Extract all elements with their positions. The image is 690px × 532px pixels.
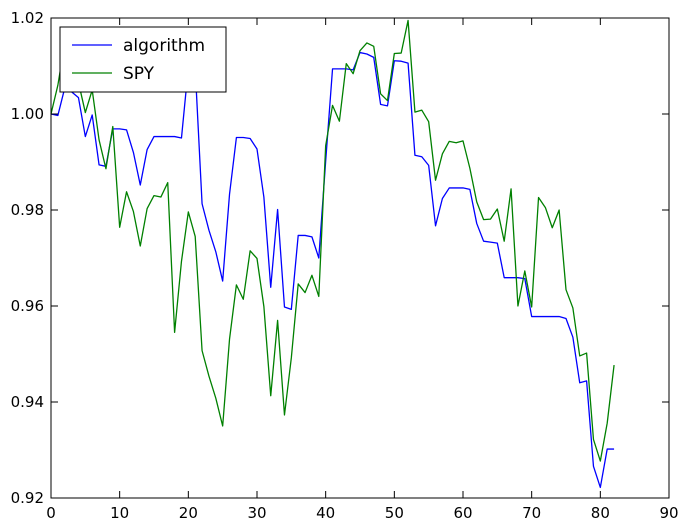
plot-area-frame (50, 17, 670, 499)
legend-box (59, 26, 227, 93)
x-tick-label: 10 (110, 504, 129, 522)
x-tick-label: 20 (179, 504, 198, 522)
y-tick-label: 0.98 (11, 201, 44, 219)
series-line-spy (50, 19, 615, 462)
x-tick-label: 0 (46, 504, 56, 522)
series-line-algorithm (50, 51, 615, 489)
legend: algorithm SPY (59, 26, 227, 93)
x-tick-label: 50 (385, 504, 404, 522)
y-tick-label: 1.00 (11, 105, 44, 123)
x-tick-label: 30 (247, 504, 266, 522)
x-tick-label: 60 (453, 504, 472, 522)
y-tick-label: 0.94 (11, 393, 44, 411)
x-tick-label: 40 (316, 504, 335, 522)
y-tick-label: 0.96 (11, 297, 44, 315)
legend-label-spy: SPY (123, 64, 155, 84)
axis-ticks (50, 17, 670, 499)
x-tick-label: 80 (591, 504, 610, 522)
y-tick-label: 1.02 (11, 9, 44, 27)
legend-label-algorithm: algorithm (123, 36, 205, 56)
y-tick-label: 0.92 (11, 489, 44, 507)
series-lines (50, 19, 615, 489)
tick-labels: 0 10 20 30 40 50 60 70 80 90 0.92 0.94 0.96 0.98 1.00 1… (11, 9, 679, 522)
x-tick-label: 70 (522, 504, 541, 522)
x-tick-label: 90 (659, 504, 678, 522)
